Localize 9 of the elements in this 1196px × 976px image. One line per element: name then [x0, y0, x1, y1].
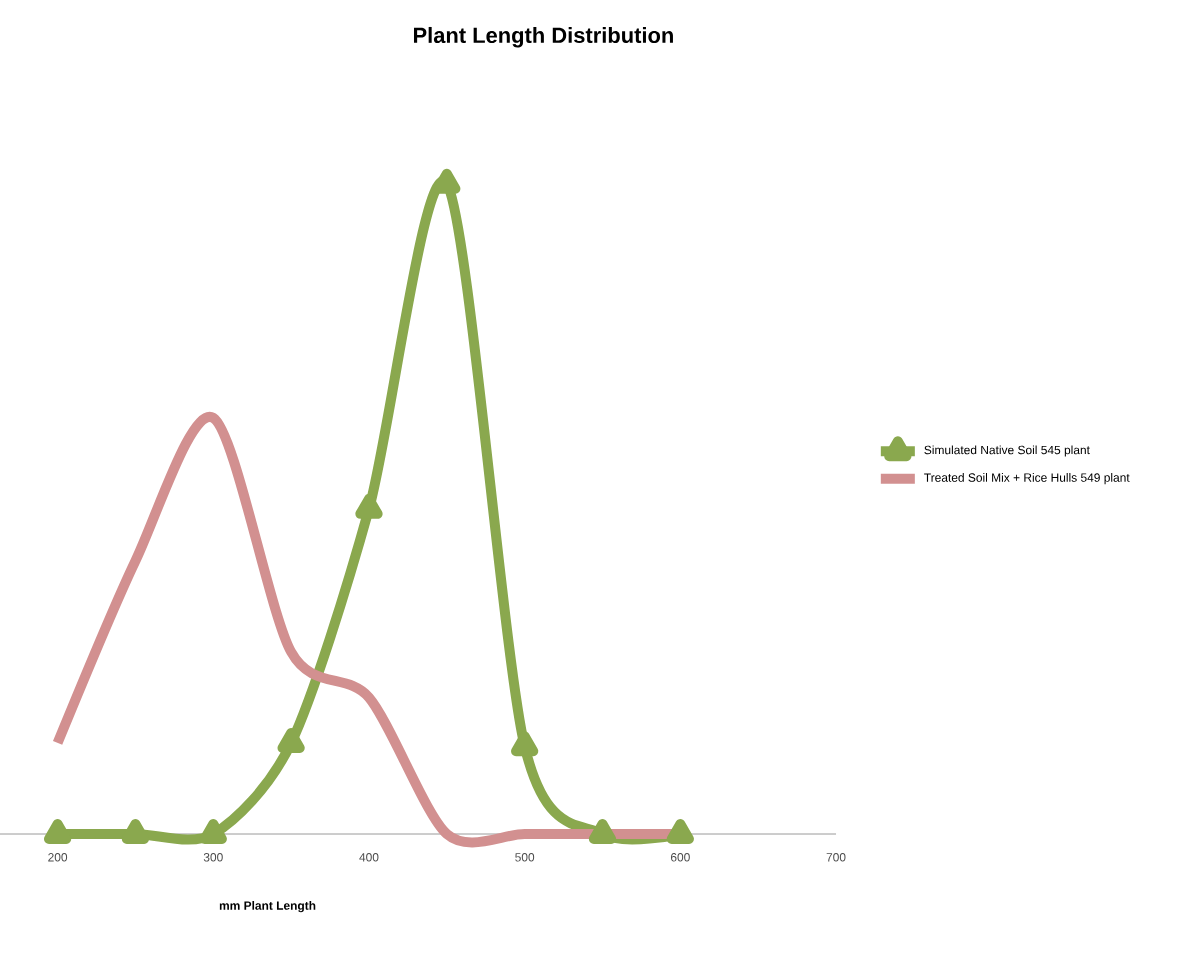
point [277, 728, 305, 753]
point [511, 731, 539, 757]
point [43, 819, 72, 844]
point [666, 819, 694, 844]
point [121, 819, 150, 844]
point [588, 819, 617, 844]
chart-title: Plant Length Distribution [413, 26, 673, 48]
point [355, 493, 383, 519]
point [199, 819, 227, 844]
